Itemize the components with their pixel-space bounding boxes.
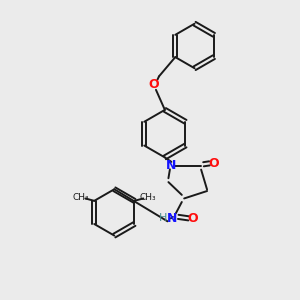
Text: H: H — [159, 213, 168, 224]
Text: N: N — [166, 159, 177, 172]
Text: O: O — [187, 212, 197, 225]
Text: CH₃: CH₃ — [140, 193, 156, 202]
Text: N: N — [167, 212, 177, 225]
Text: CH₃: CH₃ — [73, 193, 89, 202]
Text: O: O — [208, 157, 219, 170]
Text: O: O — [148, 78, 159, 91]
